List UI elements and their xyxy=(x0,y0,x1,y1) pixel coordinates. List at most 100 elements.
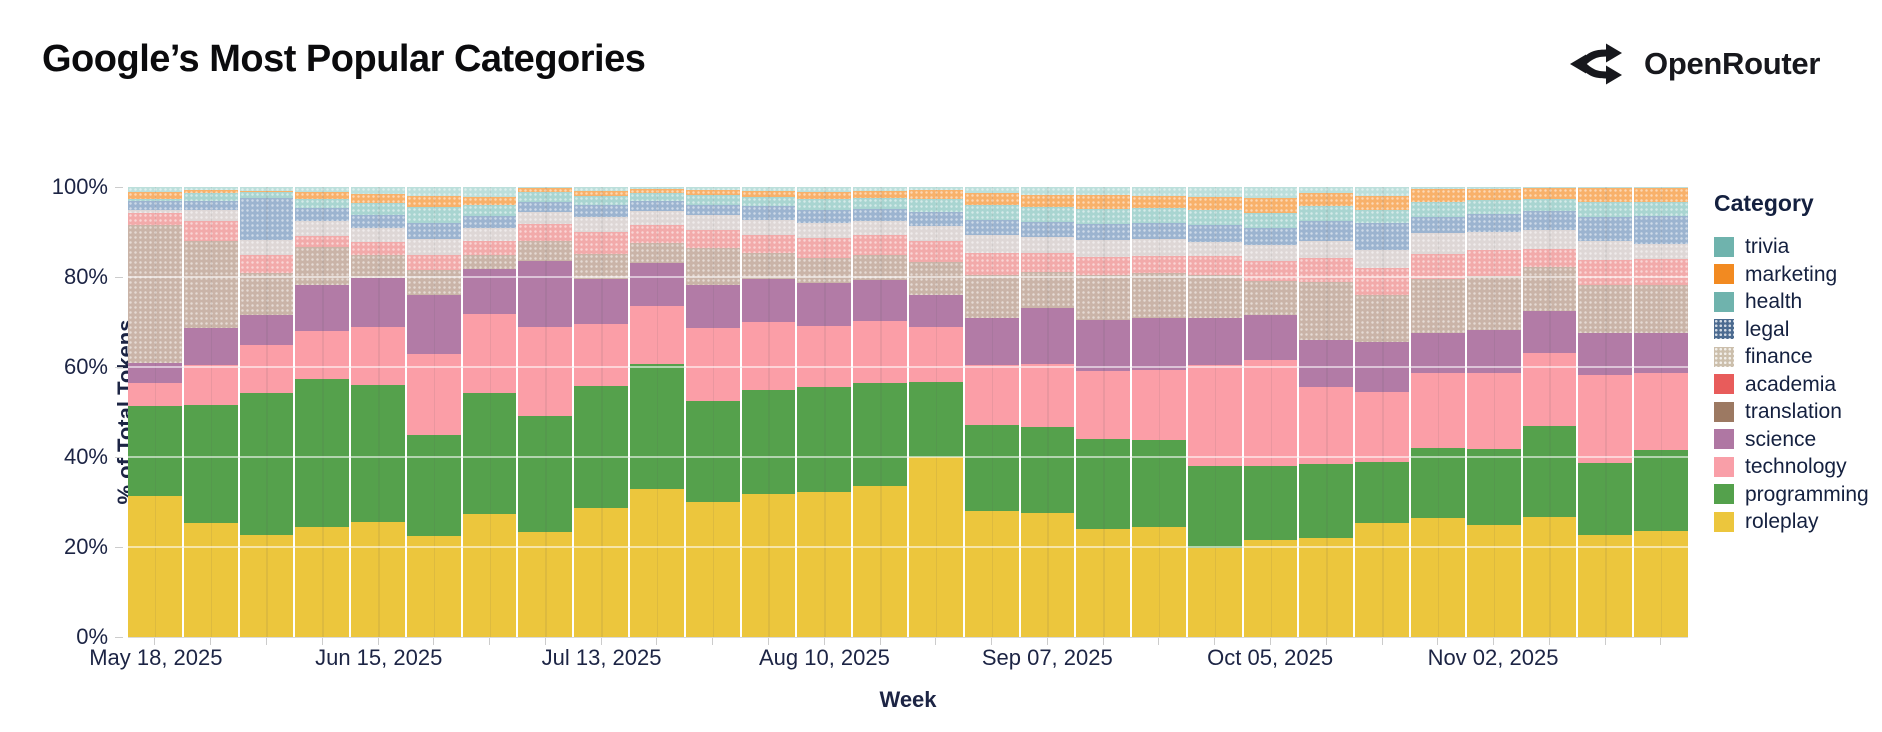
segment-health[interactable] xyxy=(741,196,796,207)
segment-health[interactable] xyxy=(1466,200,1521,214)
segment-marketing[interactable] xyxy=(1020,195,1075,207)
segment-legal[interactable] xyxy=(741,206,796,220)
segment-technology[interactable] xyxy=(1076,371,1131,439)
segment-finance[interactable] xyxy=(462,227,517,242)
segment-legal[interactable] xyxy=(630,201,684,212)
segment-academia[interactable] xyxy=(797,237,852,258)
segment-trivia[interactable] xyxy=(630,187,684,190)
segment-science[interactable] xyxy=(908,295,963,327)
segment-trivia[interactable] xyxy=(406,187,461,197)
segment-translation[interactable] xyxy=(1299,281,1354,341)
segment-finance[interactable] xyxy=(964,234,1019,254)
segment-translation[interactable] xyxy=(1634,285,1688,334)
segment-finance[interactable] xyxy=(1020,236,1075,254)
segment-finance[interactable] xyxy=(908,225,963,242)
segment-legal[interactable] xyxy=(574,205,629,217)
legend-item-programming[interactable]: programming xyxy=(1714,481,1882,509)
segment-programming[interactable] xyxy=(1522,425,1577,517)
segment-trivia[interactable] xyxy=(351,187,405,195)
segment-translation[interactable] xyxy=(741,253,796,280)
segment-health[interactable] xyxy=(908,198,963,213)
segment-technology[interactable] xyxy=(239,344,294,394)
segment-legal[interactable] xyxy=(1299,221,1354,242)
segment-technology[interactable] xyxy=(741,322,796,391)
segment-roleplay[interactable] xyxy=(964,511,1019,637)
segment-marketing[interactable] xyxy=(964,193,1019,206)
segment-programming[interactable] xyxy=(406,434,461,536)
segment-roleplay[interactable] xyxy=(630,488,684,637)
segment-academia[interactable] xyxy=(1187,256,1242,275)
segment-roleplay[interactable] xyxy=(1522,516,1577,637)
segment-finance[interactable] xyxy=(1299,241,1354,258)
segment-science[interactable] xyxy=(1132,317,1186,370)
segment-finance[interactable] xyxy=(1132,239,1186,256)
segment-programming[interactable] xyxy=(1299,463,1354,538)
segment-academia[interactable] xyxy=(351,241,405,255)
segment-roleplay[interactable] xyxy=(908,456,963,637)
segment-technology[interactable] xyxy=(1299,387,1354,464)
segment-translation[interactable] xyxy=(518,241,573,261)
segment-legal[interactable] xyxy=(462,216,517,228)
segment-translation[interactable] xyxy=(1187,274,1242,318)
segment-trivia[interactable] xyxy=(1634,187,1688,189)
segment-marketing[interactable] xyxy=(128,192,182,200)
segment-programming[interactable] xyxy=(1187,466,1242,549)
segment-roleplay[interactable] xyxy=(1243,539,1298,637)
segment-roleplay[interactable] xyxy=(1187,548,1242,637)
segment-legal[interactable] xyxy=(964,219,1019,235)
segment-health[interactable] xyxy=(797,198,852,210)
segment-trivia[interactable] xyxy=(295,187,350,192)
segment-health[interactable] xyxy=(406,207,461,224)
segment-translation[interactable] xyxy=(128,224,182,364)
segment-programming[interactable] xyxy=(1132,439,1186,527)
segment-legal[interactable] xyxy=(1410,217,1465,234)
segment-roleplay[interactable] xyxy=(406,535,461,637)
segment-programming[interactable] xyxy=(797,387,852,492)
segment-programming[interactable] xyxy=(685,401,740,503)
segment-marketing[interactable] xyxy=(685,189,740,196)
segment-translation[interactable] xyxy=(1132,272,1186,318)
segment-science[interactable] xyxy=(1634,333,1688,374)
segment-health[interactable] xyxy=(462,204,517,217)
segment-translation[interactable] xyxy=(630,243,684,263)
segment-programming[interactable] xyxy=(1634,449,1688,531)
segment-programming[interactable] xyxy=(574,386,629,509)
legend-item-translation[interactable]: translation xyxy=(1714,398,1882,426)
segment-marketing[interactable] xyxy=(295,191,350,199)
legend-item-legal[interactable]: legal xyxy=(1714,316,1882,344)
segment-trivia[interactable] xyxy=(518,187,573,189)
segment-programming[interactable] xyxy=(853,383,907,486)
segment-health[interactable] xyxy=(630,192,684,202)
segment-finance[interactable] xyxy=(239,239,294,255)
segment-finance[interactable] xyxy=(574,216,629,233)
segment-science[interactable] xyxy=(462,268,517,315)
segment-marketing[interactable] xyxy=(908,189,963,199)
segment-technology[interactable] xyxy=(1522,352,1577,426)
segment-technology[interactable] xyxy=(518,326,573,416)
segment-translation[interactable] xyxy=(1578,285,1633,334)
segment-roleplay[interactable] xyxy=(295,526,350,637)
segment-legal[interactable] xyxy=(797,209,852,224)
segment-legal[interactable] xyxy=(406,223,461,239)
segment-health[interactable] xyxy=(1578,202,1633,218)
segment-science[interactable] xyxy=(351,278,405,327)
segment-roleplay[interactable] xyxy=(853,485,907,637)
segment-finance[interactable] xyxy=(1578,241,1633,260)
segment-legal[interactable] xyxy=(1132,222,1186,240)
segment-marketing[interactable] xyxy=(518,188,573,192)
segment-marketing[interactable] xyxy=(1466,188,1521,201)
segment-legal[interactable] xyxy=(1243,228,1298,245)
segment-translation[interactable] xyxy=(295,247,350,285)
segment-technology[interactable] xyxy=(1466,372,1521,450)
segment-finance[interactable] xyxy=(295,221,350,237)
segment-marketing[interactable] xyxy=(1410,189,1465,203)
segment-academia[interactable] xyxy=(1410,254,1465,280)
segment-academia[interactable] xyxy=(1522,249,1577,268)
segment-science[interactable] xyxy=(574,278,629,324)
segment-health[interactable] xyxy=(518,191,573,203)
segment-health[interactable] xyxy=(1187,210,1242,225)
segment-roleplay[interactable] xyxy=(797,491,852,637)
segment-health[interactable] xyxy=(1076,208,1131,224)
segment-finance[interactable] xyxy=(853,221,907,236)
segment-science[interactable] xyxy=(630,262,684,306)
